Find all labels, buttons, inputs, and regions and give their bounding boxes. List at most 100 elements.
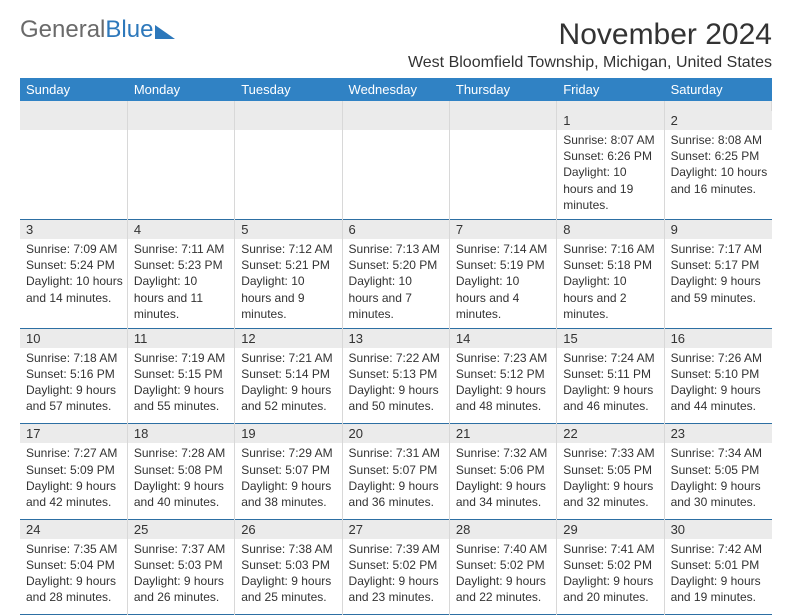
calendar-day-info-cell: Sunrise: 7:21 AMSunset: 5:14 PMDaylight:…	[235, 348, 342, 424]
day-number: 7	[454, 220, 552, 237]
sunset-text: Sunset: 5:15 PM	[134, 366, 230, 382]
calendar-day-number-cell: 14	[449, 329, 556, 348]
calendar-day-number-cell: 10	[20, 329, 127, 348]
daylight-text: Daylight: 9 hours and 26 minutes.	[134, 573, 230, 605]
sunset-text: Sunset: 5:05 PM	[563, 462, 659, 478]
calendar-day-info-cell: Sunrise: 7:40 AMSunset: 5:02 PMDaylight:…	[449, 539, 556, 615]
calendar-day-number-cell: 20	[342, 424, 449, 443]
sunset-text: Sunset: 5:04 PM	[26, 557, 123, 573]
calendar-day-number-cell: 5	[235, 220, 342, 239]
sunset-text: Sunset: 5:02 PM	[563, 557, 659, 573]
daylight-text: Daylight: 9 hours and 32 minutes.	[563, 478, 659, 510]
sunrise-text: Sunrise: 7:34 AM	[671, 445, 768, 461]
calendar-header-row: SundayMondayTuesdayWednesdayThursdayFrid…	[20, 78, 772, 101]
daylight-text: Daylight: 9 hours and 25 minutes.	[241, 573, 337, 605]
logo-text-blue: Blue	[105, 18, 153, 42]
calendar-day-info-cell: Sunrise: 7:13 AMSunset: 5:20 PMDaylight:…	[342, 239, 449, 328]
sunrise-text: Sunrise: 7:35 AM	[26, 541, 123, 557]
calendar-day-number-cell: 19	[235, 424, 342, 443]
daylight-text: Daylight: 9 hours and 30 minutes.	[671, 478, 768, 510]
calendar-day-info-cell: Sunrise: 7:22 AMSunset: 5:13 PMDaylight:…	[342, 348, 449, 424]
daylight-text: Daylight: 9 hours and 36 minutes.	[349, 478, 445, 510]
sunset-text: Sunset: 5:14 PM	[241, 366, 337, 382]
calendar-day-number-cell: 23	[664, 424, 771, 443]
sunset-text: Sunset: 5:12 PM	[456, 366, 552, 382]
sunrise-text: Sunrise: 7:24 AM	[563, 350, 659, 366]
calendar-day-info-cell: Sunrise: 7:09 AMSunset: 5:24 PMDaylight:…	[20, 239, 127, 328]
sunrise-text: Sunrise: 7:37 AM	[134, 541, 230, 557]
sunrise-text: Sunrise: 7:41 AM	[563, 541, 659, 557]
day-number: 30	[669, 520, 768, 537]
sunrise-text: Sunrise: 7:38 AM	[241, 541, 337, 557]
calendar-day-number-cell: 25	[127, 520, 234, 539]
day-number: 26	[239, 520, 337, 537]
calendar-day-number-cell: 11	[127, 329, 234, 348]
sunset-text: Sunset: 5:11 PM	[563, 366, 659, 382]
daylight-text: Daylight: 9 hours and 38 minutes.	[241, 478, 337, 510]
sunset-text: Sunset: 5:07 PM	[349, 462, 445, 478]
month-title: November 2024	[408, 18, 772, 52]
calendar-day-info-cell: Sunrise: 7:14 AMSunset: 5:19 PMDaylight:…	[449, 239, 556, 328]
calendar-day-number-cell: 15	[557, 329, 664, 348]
daylight-text: Daylight: 10 hours and 19 minutes.	[563, 164, 659, 213]
daylight-text: Daylight: 10 hours and 9 minutes.	[241, 273, 337, 322]
calendar-day-number-cell: 21	[449, 424, 556, 443]
logo-text-general: General	[20, 18, 105, 42]
calendar-day-number-cell: 4	[127, 220, 234, 239]
calendar-day-number-cell: 9	[664, 220, 771, 239]
day-number: 2	[669, 111, 768, 128]
sunrise-text: Sunrise: 8:08 AM	[671, 132, 768, 148]
title-block: November 2024 West Bloomfield Township, …	[408, 18, 772, 72]
daylight-text: Daylight: 9 hours and 22 minutes.	[456, 573, 552, 605]
calendar-day-info-cell: Sunrise: 7:18 AMSunset: 5:16 PMDaylight:…	[20, 348, 127, 424]
day-number: 18	[132, 424, 230, 441]
daylight-text: Daylight: 9 hours and 55 minutes.	[134, 382, 230, 414]
calendar-day-number-cell: 26	[235, 520, 342, 539]
calendar-day-info-cell: Sunrise: 7:24 AMSunset: 5:11 PMDaylight:…	[557, 348, 664, 424]
calendar-day-info-cell	[20, 130, 127, 219]
sunrise-text: Sunrise: 8:07 AM	[563, 132, 659, 148]
sunrise-text: Sunrise: 7:28 AM	[134, 445, 230, 461]
sunset-text: Sunset: 5:06 PM	[456, 462, 552, 478]
calendar-day-info-cell: Sunrise: 7:38 AMSunset: 5:03 PMDaylight:…	[235, 539, 342, 615]
calendar-day-info-cell: Sunrise: 8:07 AMSunset: 6:26 PMDaylight:…	[557, 130, 664, 219]
sunset-text: Sunset: 5:19 PM	[456, 257, 552, 273]
daylight-text: Daylight: 9 hours and 52 minutes.	[241, 382, 337, 414]
daylight-text: Daylight: 9 hours and 48 minutes.	[456, 382, 552, 414]
calendar-day-number-cell: 18	[127, 424, 234, 443]
sunrise-text: Sunrise: 7:42 AM	[671, 541, 768, 557]
day-number: 19	[239, 424, 337, 441]
sunrise-text: Sunrise: 7:31 AM	[349, 445, 445, 461]
sunrise-text: Sunrise: 7:33 AM	[563, 445, 659, 461]
day-number: 5	[239, 220, 337, 237]
sunset-text: Sunset: 5:01 PM	[671, 557, 768, 573]
day-number: 8	[561, 220, 659, 237]
calendar-day-number-cell	[235, 111, 342, 130]
day-number: 14	[454, 329, 552, 346]
day-number: 10	[24, 329, 123, 346]
day-number: 16	[669, 329, 768, 346]
sunrise-text: Sunrise: 7:27 AM	[26, 445, 123, 461]
calendar-day-number-cell: 24	[20, 520, 127, 539]
sunset-text: Sunset: 5:21 PM	[241, 257, 337, 273]
day-of-week-header: Saturday	[664, 78, 771, 101]
day-of-week-header: Monday	[127, 78, 234, 101]
sunrise-text: Sunrise: 7:14 AM	[456, 241, 552, 257]
day-number: 13	[347, 329, 445, 346]
calendar-day-info-cell	[449, 130, 556, 219]
calendar-day-info-cell: Sunrise: 7:28 AMSunset: 5:08 PMDaylight:…	[127, 443, 234, 519]
sunrise-text: Sunrise: 7:40 AM	[456, 541, 552, 557]
calendar-day-number-cell: 8	[557, 220, 664, 239]
sunrise-text: Sunrise: 7:23 AM	[456, 350, 552, 366]
calendar-day-number-cell: 22	[557, 424, 664, 443]
sunrise-text: Sunrise: 7:13 AM	[349, 241, 445, 257]
day-number: 23	[669, 424, 768, 441]
daylight-text: Daylight: 9 hours and 34 minutes.	[456, 478, 552, 510]
calendar-day-info-cell: Sunrise: 7:17 AMSunset: 5:17 PMDaylight:…	[664, 239, 771, 328]
daylight-text: Daylight: 9 hours and 19 minutes.	[671, 573, 768, 605]
day-number: 3	[24, 220, 123, 237]
calendar-day-number-cell: 27	[342, 520, 449, 539]
calendar-day-info-cell: Sunrise: 7:32 AMSunset: 5:06 PMDaylight:…	[449, 443, 556, 519]
sunrise-text: Sunrise: 7:11 AM	[134, 241, 230, 257]
day-number: 6	[347, 220, 445, 237]
